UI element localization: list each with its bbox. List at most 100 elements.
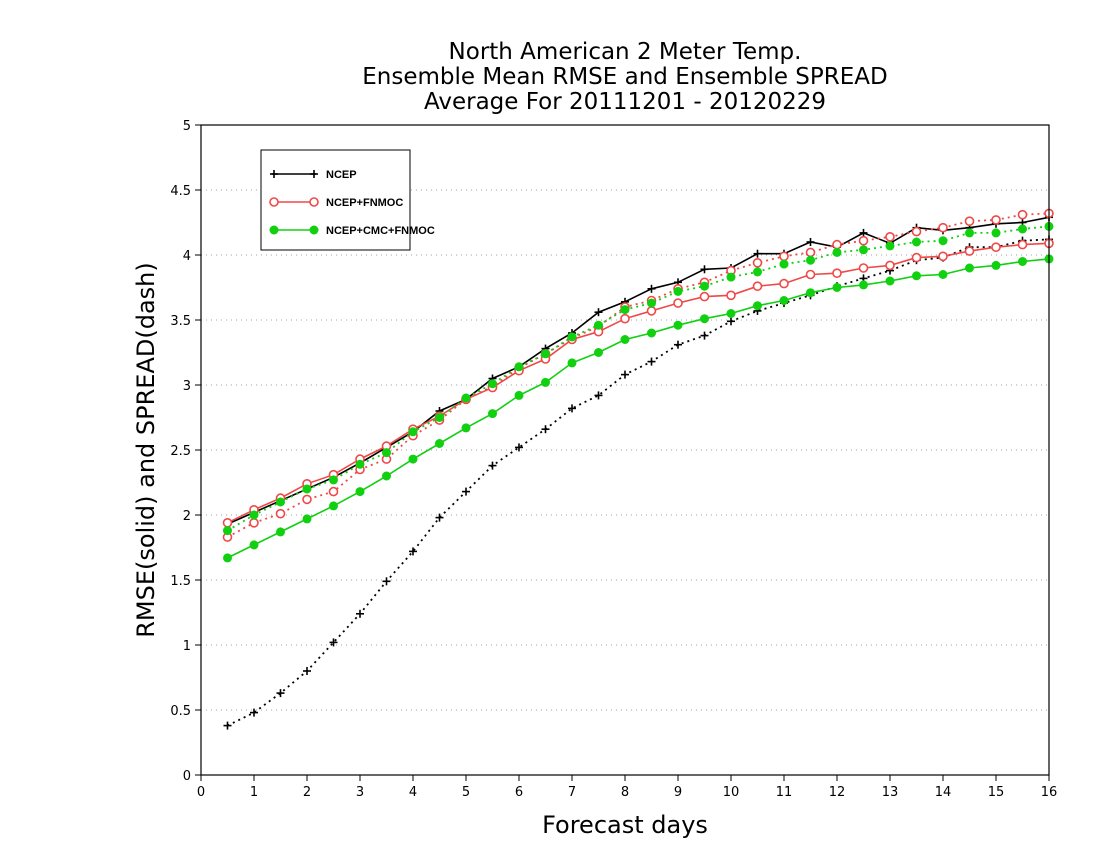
x-tick-label: 10 <box>723 785 740 800</box>
series-ncep-cmc-fnmoc-spread-point <box>673 286 683 296</box>
series-ncep-cmc-fnmoc-spread-point <box>567 332 577 342</box>
y-tick-label: 1.5 <box>170 574 191 589</box>
series-ncep-cmc-fnmoc-spread-point <box>753 267 762 277</box>
x-tick-label: 16 <box>1041 785 1058 800</box>
y-tick-label: 4.5 <box>170 184 191 199</box>
series-ncep-cmc-fnmoc-rmse-point <box>541 377 550 387</box>
series-ncep-spread-point <box>568 404 576 413</box>
legend-label: NCEP+FNMOC <box>326 197 403 209</box>
series-ncep-rmse-point <box>753 249 762 258</box>
series-ncep-rmse-point <box>859 228 868 237</box>
series-ncep-fnmoc-spread-line <box>227 212 1050 538</box>
series-ncep-cmc-fnmoc-rmse-point <box>726 309 736 318</box>
series-ncep-spread-point <box>462 487 470 496</box>
series-ncep-fnmoc-spread-point <box>911 226 922 237</box>
series-ncep-cmc-fnmoc-rmse-point <box>594 348 603 357</box>
chart-title-line: Ensemble Mean RMSE and Ensemble SPREAD <box>362 64 887 90</box>
series-ncep-fnmoc-rmse-point <box>885 260 895 271</box>
y-tick-label: 3.5 <box>170 314 191 329</box>
series-ncep-cmc-fnmoc-rmse-point <box>567 358 577 368</box>
series-ncep-fnmoc-rmse-point <box>222 517 233 528</box>
series-ncep-cmc-fnmoc-rmse-point <box>859 280 868 290</box>
series-ncep-cmc-fnmoc-spread-point <box>620 305 630 315</box>
series-ncep-cmc-fnmoc-spread-point <box>859 245 868 255</box>
series <box>222 208 1054 730</box>
legend-marker <box>269 197 279 207</box>
y-tick-label: 0 <box>183 769 191 784</box>
series-ncep-cmc-fnmoc-spread-point <box>461 393 471 403</box>
series-ncep-spread-point <box>250 708 258 717</box>
series-ncep-spread-point <box>674 340 682 349</box>
series-ncep-spread-point <box>276 689 285 698</box>
series-ncep-fnmoc-rmse-point <box>858 263 869 273</box>
grid <box>201 189 1049 711</box>
series-ncep-cmc-fnmoc-rmse-point <box>302 514 312 524</box>
series-ncep-spread-point <box>700 331 709 340</box>
series-ncep-cmc-fnmoc-spread-point <box>832 247 842 257</box>
series-ncep-cmc-fnmoc-rmse-point <box>1018 257 1027 266</box>
y-tick-label: 1 <box>183 639 191 654</box>
series-ncep-cmc-fnmoc-spread-point <box>249 510 259 520</box>
x-tick-label: 4 <box>409 785 417 800</box>
series-ncep-rmse-point <box>806 238 815 246</box>
x-axis-label: Forecast days <box>542 811 708 839</box>
x-tick-label: 1 <box>250 785 258 800</box>
x-tick-label: 12 <box>829 785 846 800</box>
series-ncep-cmc-fnmoc-spread-point <box>726 272 736 282</box>
series-ncep-spread-point <box>223 721 232 730</box>
series-ncep-fnmoc-rmse-line <box>227 242 1050 524</box>
series-ncep-fnmoc-rmse-point <box>673 298 683 308</box>
series-ncep-spread-point <box>303 667 311 675</box>
series-ncep-fnmoc-rmse-point <box>964 246 975 256</box>
series-ncep-spread-point <box>329 638 338 647</box>
series-ncep-cmc-fnmoc-rmse-point <box>408 454 418 464</box>
series-ncep-cmc-fnmoc-spread-point <box>1018 224 1027 234</box>
legend-label: NCEP <box>326 169 357 181</box>
series-ncep-cmc-fnmoc-spread-point <box>514 362 524 372</box>
legend-box <box>260 149 411 251</box>
x-tick-label: 11 <box>776 785 793 800</box>
legend-marker <box>309 197 319 207</box>
series-ncep-fnmoc-spread-point <box>885 232 895 242</box>
series-ncep-spread-point <box>541 425 550 434</box>
series-ncep-cmc-fnmoc-rmse-point <box>435 439 444 448</box>
series-ncep-fnmoc-spread-point <box>964 216 975 226</box>
series-ncep-spread-point <box>488 461 497 470</box>
series-ncep-fnmoc-spread-point <box>779 251 789 262</box>
series-ncep-cmc-fnmoc-rmse-point <box>514 390 524 400</box>
x-tick-label: 2 <box>303 785 311 800</box>
series-ncep-cmc-fnmoc-rmse-point <box>249 540 259 550</box>
series-ncep-fnmoc-rmse-point <box>911 252 922 263</box>
x-tick-label: 8 <box>621 785 629 800</box>
series-ncep-cmc-fnmoc-rmse-point <box>276 527 285 537</box>
series-ncep-fnmoc-rmse-point <box>938 251 948 262</box>
chart-title: North American 2 Meter Temp.Ensemble Mea… <box>362 39 887 115</box>
series-ncep-fnmoc-rmse-point <box>620 313 630 324</box>
series-ncep-cmc-fnmoc-spread-line <box>227 225 1050 532</box>
series-ncep-fnmoc-spread-point <box>991 215 1001 225</box>
legend: NCEP NCEP+FNMOC NCEP+CMC+FNMOC <box>260 149 435 251</box>
legend-marker <box>270 170 278 178</box>
x-tick-label: 14 <box>935 785 952 800</box>
series-ncep-cmc-fnmoc-spread-point <box>885 241 895 251</box>
series-ncep-cmc-fnmoc-rmse-point <box>779 296 789 305</box>
series-ncep-spread-point <box>382 577 391 586</box>
series-ncep-spread-point <box>727 317 735 326</box>
series-ncep-rmse-point <box>647 284 656 293</box>
series-ncep-cmc-fnmoc-spread-point <box>779 259 789 269</box>
axis-ticks: 00.511.522.533.544.550 1 2 3 4 5 6 7 8 9 10 11 12 13 1… <box>170 119 1057 800</box>
series-ncep-cmc-fnmoc-rmse-point <box>753 301 762 311</box>
series-ncep-cmc-fnmoc-spread-point <box>541 349 550 359</box>
series-ncep-cmc-fnmoc-spread-point <box>912 237 921 247</box>
series-ncep-fnmoc-spread-point <box>938 222 948 233</box>
legend-marker <box>309 225 319 235</box>
series-ncep-cmc-fnmoc-rmse-point <box>647 328 656 338</box>
x-tick-label: 3 <box>356 785 364 800</box>
y-tick-label: 2.5 <box>170 444 191 459</box>
series-ncep-fnmoc-rmse-point <box>699 291 710 302</box>
legend-label: NCEP+CMC+FNMOC <box>326 225 435 237</box>
series-ncep-cmc-fnmoc-rmse-point <box>965 263 974 273</box>
y-tick-label: 3 <box>183 379 191 394</box>
series-ncep-spread-point <box>435 513 444 522</box>
